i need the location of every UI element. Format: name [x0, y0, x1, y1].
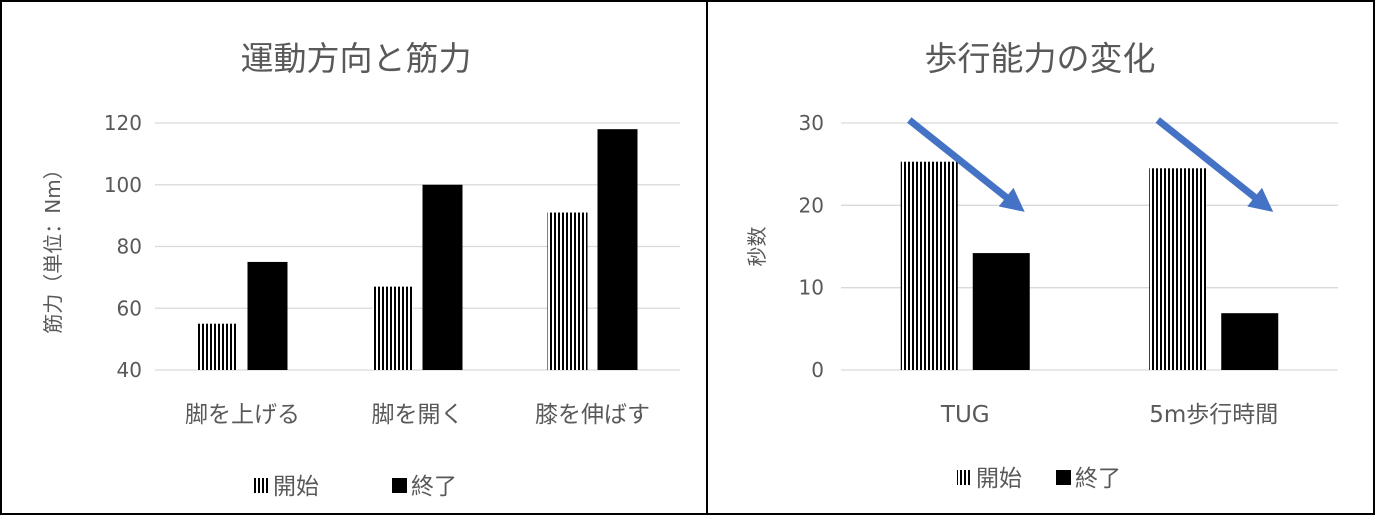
chart-panel-walking: 歩行能力の変化 0 10 20 30 秒数 TUG 5m歩行時間開始 終了: [706, 0, 1375, 515]
bar-start: [372, 286, 413, 370]
bar-end: [972, 253, 1030, 370]
y-axis-label: 秒数: [745, 227, 769, 267]
y-tick-label: 10: [799, 276, 824, 300]
y-tick-label: 100: [104, 173, 142, 197]
legend-swatch-end: [1056, 470, 1071, 485]
y-tick-label: 20: [799, 193, 824, 217]
y-tick-label: 120: [104, 111, 142, 135]
strength-chart-svg: 運動方向と筋力 40 60 80 100 120 筋力（単位：Nm） 脚を上げる 脚を開く 膝を伸…: [41, 39, 680, 500]
legend-swatch-end: [392, 478, 407, 493]
legend-swatch-start: [254, 478, 269, 493]
legend-label: 終了: [411, 474, 457, 500]
bar-start: [197, 323, 238, 370]
bar-end: [597, 129, 638, 370]
y-tick-label: 30: [799, 111, 824, 135]
x-category-label: TUG: [940, 402, 990, 428]
legend-label: 開始: [273, 474, 319, 500]
legend-label: 終了: [1075, 466, 1121, 492]
bar-start: [547, 212, 588, 370]
bar-end: [422, 184, 463, 370]
y-tick-label: 80: [117, 235, 142, 259]
chart-title: 歩行能力の変化: [925, 39, 1156, 78]
y-tick-label: 0: [811, 358, 824, 382]
x-category-label: 5m歩行時間: [1149, 402, 1278, 428]
x-category-label: 脚を上げる: [185, 402, 300, 428]
bar-end: [1221, 313, 1279, 370]
y-tick-label: 60: [117, 296, 142, 320]
bar-end: [247, 261, 288, 370]
legend-label: 開始: [976, 466, 1022, 492]
decrease-arrow: [907, 117, 1025, 212]
x-category-label: 膝を伸ばす: [535, 402, 650, 428]
bar-start: [1149, 168, 1207, 370]
bar-start: [900, 161, 958, 370]
decrease-arrow: [1155, 117, 1274, 212]
y-tick-label: 40: [117, 358, 142, 382]
x-category-label: 脚を開く: [372, 402, 464, 428]
y-axis-label: 筋力（単位：Nm）: [41, 159, 65, 333]
legend-swatch-start: [957, 470, 972, 485]
chart-panel-strength: 運動方向と筋力 40 60 80 100 120 筋力（単位：Nm） 脚を上げる 脚を開く 膝を伸…: [0, 0, 708, 515]
chart-title: 運動方向と筋力: [241, 39, 472, 78]
